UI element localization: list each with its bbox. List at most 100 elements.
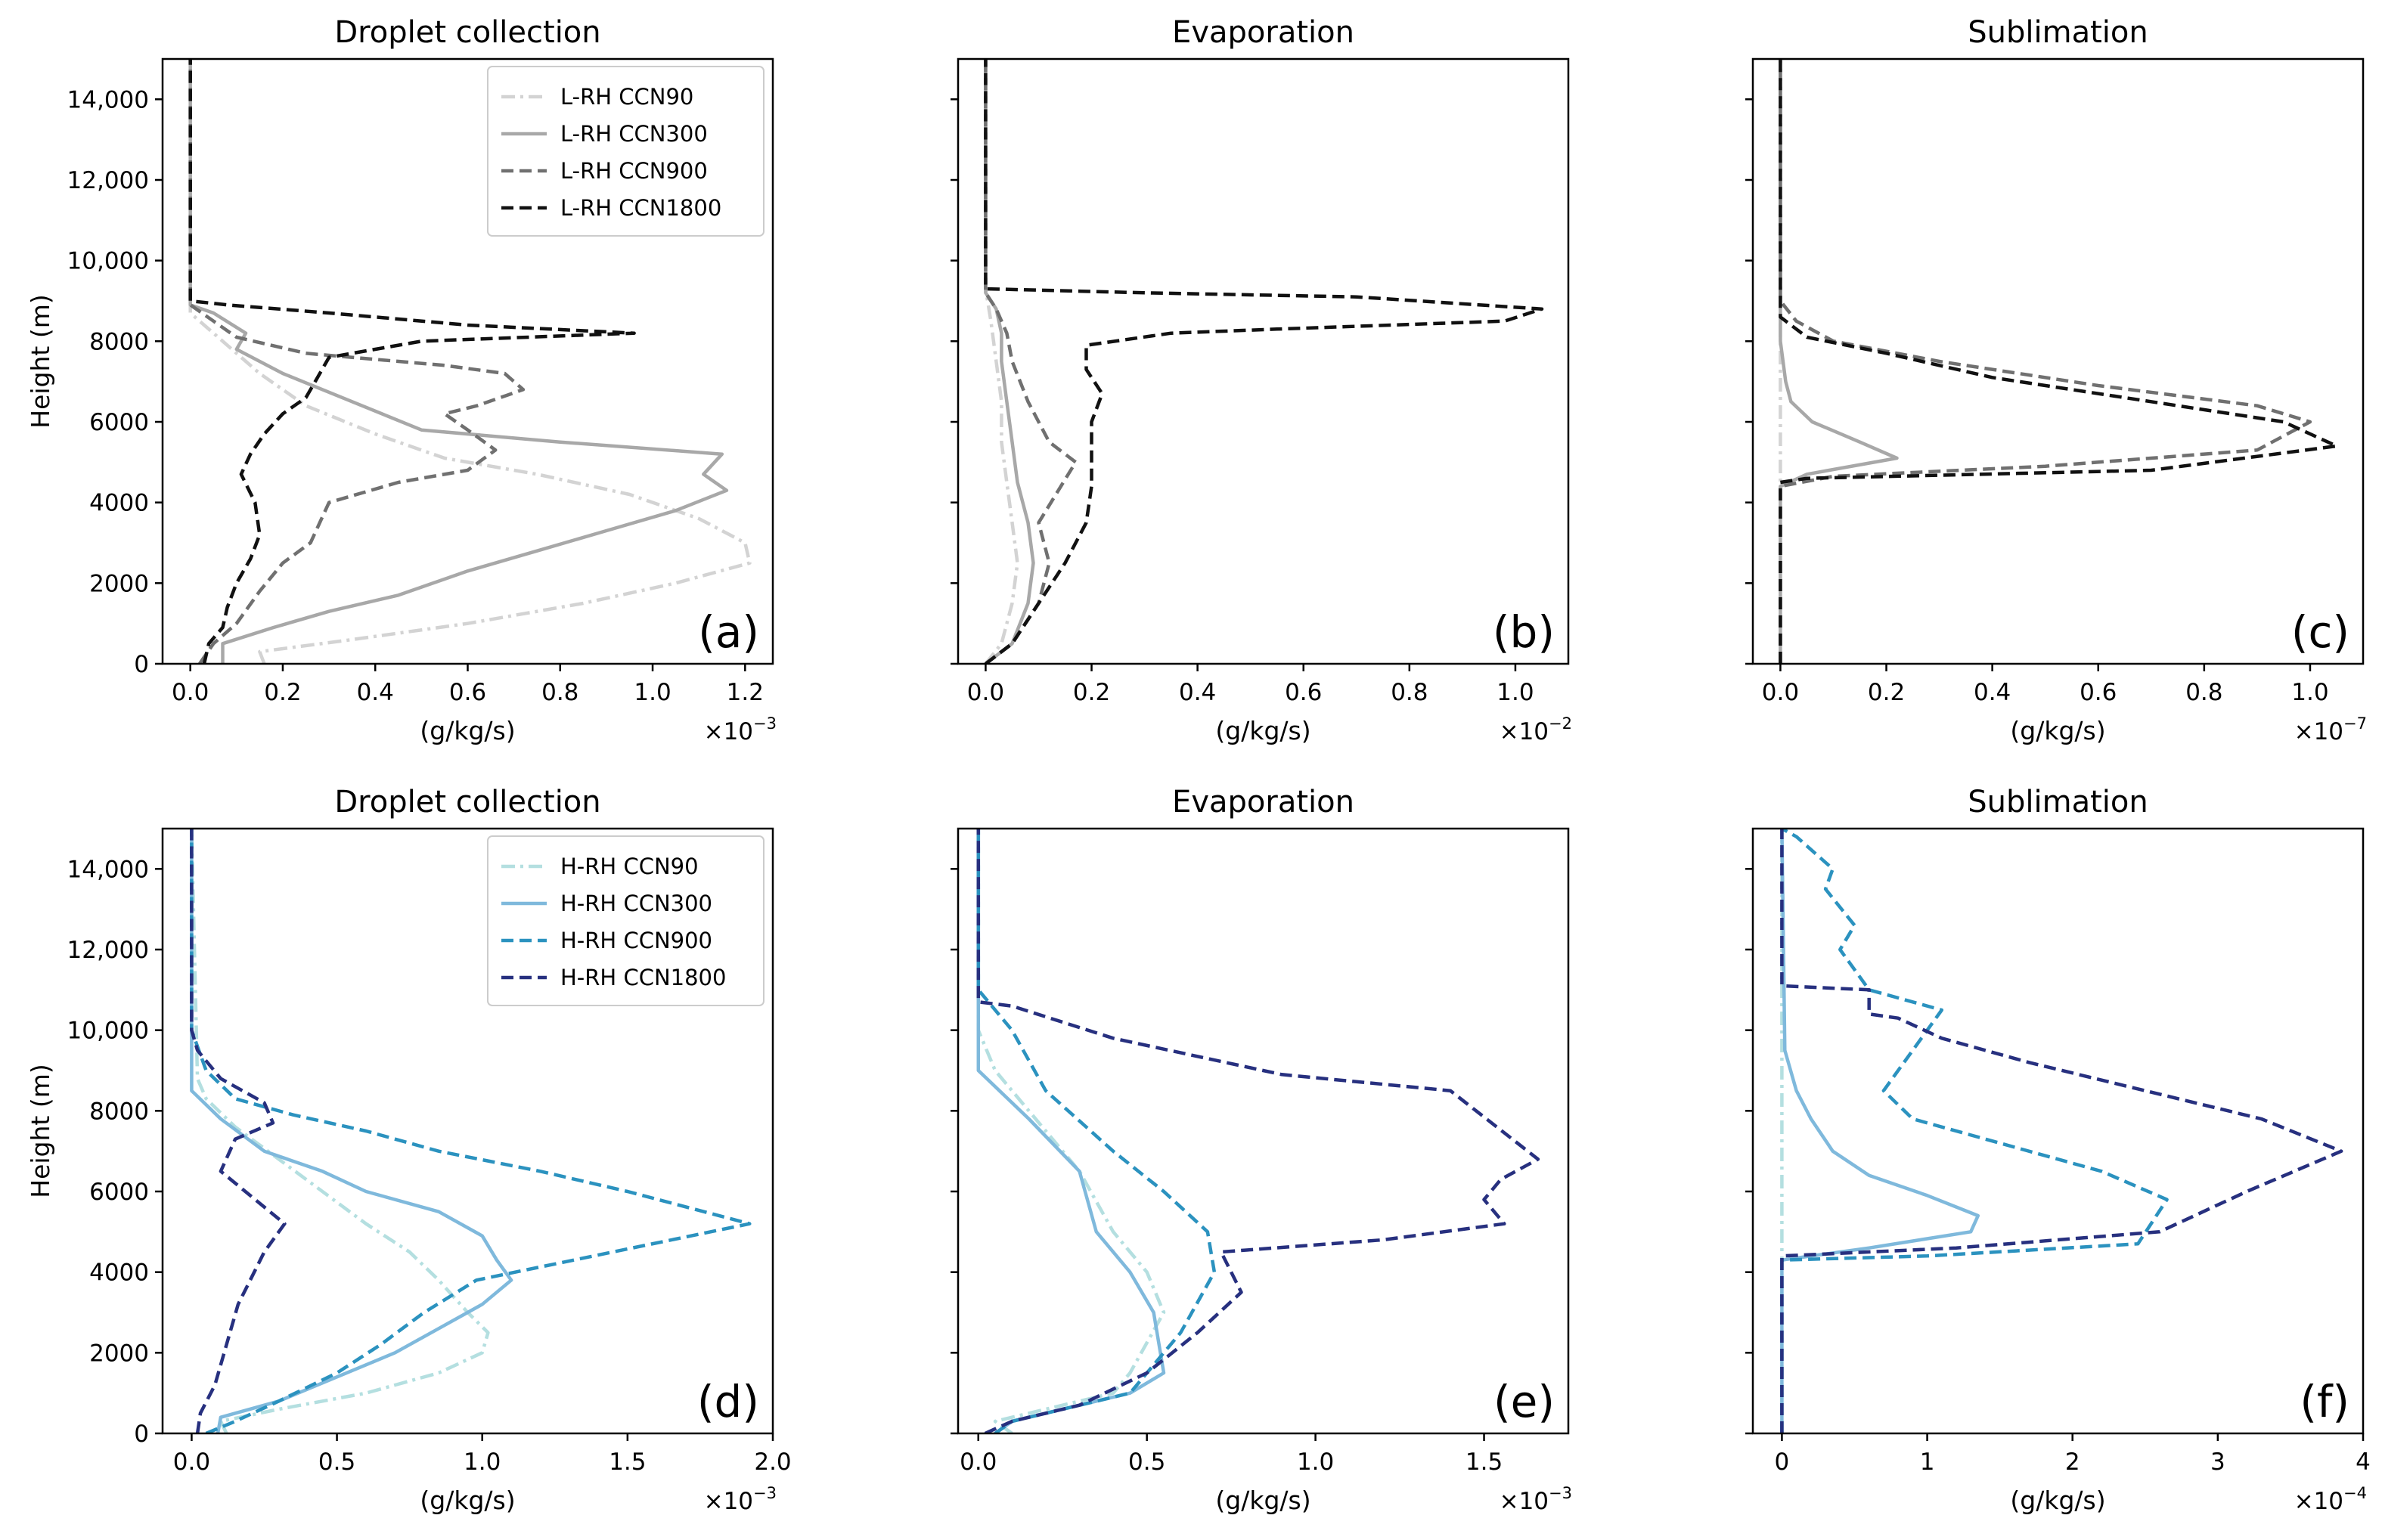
plot-frame [161, 827, 774, 1435]
series-line-l-rh-ccn90 [188, 59, 752, 664]
sci-exponent: −3 [1549, 1484, 1572, 1502]
legend: L-RH CCN90 L-RH CCN300 L-RH CCN900 L-RH CCN… [487, 66, 765, 237]
legend-entry: H-RH CCN300 [560, 891, 712, 916]
series-line-l-rh-ccn300 [984, 59, 1035, 664]
sci-exponent: −4 [2343, 1484, 2367, 1502]
x-tick-label: 0.4 [1974, 679, 2011, 706]
panel-letter: (e) [1493, 1376, 1555, 1427]
x-tick-label: 0.0 [960, 1449, 997, 1476]
x-tick-label: 0.5 [1128, 1449, 1165, 1476]
x-tick-label: 0.5 [318, 1449, 355, 1476]
series-line-h-rh-ccn300 [190, 829, 513, 1433]
legend-entry: L-RH CCN900 [560, 158, 708, 184]
x-tick-label: 0.0 [172, 679, 209, 706]
sci-base: ×10 [704, 718, 753, 745]
sci-exponent: −7 [2343, 714, 2367, 733]
x-tick-label: 0.6 [2080, 679, 2117, 706]
x-tick-label: 2.0 [754, 1449, 791, 1476]
x-axis-label: (g/kg/s) [2010, 1486, 2105, 1515]
x-tick-label: 0.2 [264, 679, 301, 706]
x-tick-label: 1.0 [1297, 1449, 1334, 1476]
y-axis-label: Height (m) [26, 294, 55, 428]
sci-base: ×10 [1500, 1488, 1549, 1515]
x-tick-label: 0.2 [1868, 679, 1905, 706]
y-tick-label: 8000 [89, 1098, 149, 1125]
series-line-l-rh-ccn1800 [1779, 59, 2339, 664]
series-line-l-rh-ccn1800 [188, 59, 636, 664]
sci-multiplier: ×10−2 [1500, 714, 1572, 745]
series-line-h-rh-ccn300 [976, 829, 1166, 1433]
sci-exponent: −3 [753, 1484, 777, 1502]
plot-frame [957, 57, 1570, 665]
panel-title: Droplet collection [334, 15, 600, 50]
y-tick-label: 14,000 [67, 86, 149, 113]
y-tick-label: 4000 [89, 490, 149, 517]
x-axis-label: (g/kg/s) [2010, 716, 2105, 745]
x-tick-label: 3 [2210, 1449, 2225, 1476]
series-line-h-rh-ccn900 [190, 829, 752, 1433]
panel-letter: (c) [2291, 606, 2349, 658]
y-tick-label: 0 [134, 1421, 149, 1448]
panel-e: 0.0 0.5 1.0 1.5 Evaporation (e) (g/kg/s) ×10−3 [951, 785, 1572, 1515]
y-tick-label: 8000 [89, 328, 149, 355]
x-tick-label: 1.2 [727, 679, 764, 706]
panel-title: Droplet collection [334, 785, 600, 820]
y-tick-label: 4000 [89, 1260, 149, 1287]
x-tick-label: 1.5 [1465, 1449, 1503, 1476]
panel-a: 0.0 0.2 0.4 0.6 0.8 1.0 1.2 0 2000 4000 6000 8000 10… [26, 15, 777, 745]
x-tick-label: 0.0 [967, 679, 1004, 706]
plot-frame [1751, 57, 2365, 665]
x-tick-label: 1.0 [2291, 679, 2328, 706]
x-tick-label: 4 [2356, 1449, 2371, 1476]
series-line-l-rh-ccn300 [188, 59, 729, 664]
panel-title: Sublimation [1968, 15, 2148, 50]
y-tick-label: 14,000 [67, 856, 149, 883]
panel-d: 0.0 0.5 1.0 1.5 2.0 0 2000 4000 6000 8000 10,000 12… [26, 785, 792, 1515]
legend-entry: H-RH CCN900 [560, 928, 712, 953]
y-tick-label: 10,000 [67, 1018, 149, 1045]
x-tick-label: 1.0 [1497, 679, 1534, 706]
sci-multiplier: ×10−4 [2294, 1484, 2367, 1515]
y-tick-label: 10,000 [67, 248, 149, 275]
y-tick-label: 6000 [89, 409, 149, 436]
legend-entry: L-RH CCN300 [560, 121, 708, 147]
sci-multiplier: ×10−3 [704, 1484, 777, 1515]
series-line-h-rh-ccn1800 [1780, 829, 2343, 1433]
y-tick-label: 6000 [89, 1179, 149, 1206]
series-line-h-rh-ccn1800 [976, 829, 1540, 1433]
panel-title: Evaporation [1172, 15, 1354, 50]
legend-frame [487, 835, 765, 1006]
y-axis-label: Height (m) [26, 1064, 55, 1198]
x-tick-label: 0.4 [357, 679, 394, 706]
x-tick-label: 0.6 [1285, 679, 1322, 706]
x-tick-label: 0.8 [2185, 679, 2222, 706]
sci-exponent: −3 [753, 714, 777, 733]
x-tick-label: 1.0 [464, 1449, 501, 1476]
series-line-h-rh-ccn900 [976, 829, 1217, 1433]
x-axis-label: (g/kg/s) [1215, 1486, 1310, 1515]
panel-title: Sublimation [1968, 785, 2148, 820]
panel-title: Evaporation [1172, 785, 1354, 820]
y-tick-label: 0 [134, 651, 149, 678]
sci-multiplier: ×10−3 [1500, 1484, 1572, 1515]
series-line-l-rh-ccn900 [188, 59, 526, 664]
series-line-h-rh-ccn900 [1780, 829, 2169, 1433]
sci-multiplier: ×10−3 [704, 714, 777, 745]
y-tick-label: 12,000 [67, 167, 149, 194]
x-tick-label: 1.0 [634, 679, 671, 706]
legend-entry: L-RH CCN1800 [560, 195, 721, 221]
sci-exponent: −2 [1549, 714, 1572, 733]
legend-entry: H-RH CCN90 [560, 854, 699, 879]
x-tick-label: 0.0 [1762, 679, 1799, 706]
series-line-h-rh-ccn90 [976, 829, 1166, 1433]
series-line-l-rh-ccn90 [984, 59, 1019, 664]
legend-entry: L-RH CCN90 [560, 84, 693, 110]
series-line-h-rh-ccn90 [190, 829, 490, 1433]
y-tick-label: 12,000 [67, 937, 149, 964]
plot-frame [957, 827, 1570, 1435]
sci-base: ×10 [2294, 1488, 2343, 1515]
x-tick-label: 0 [1775, 1449, 1790, 1476]
panel-letter: (b) [1493, 606, 1555, 658]
panel-letter: (d) [697, 1376, 759, 1427]
